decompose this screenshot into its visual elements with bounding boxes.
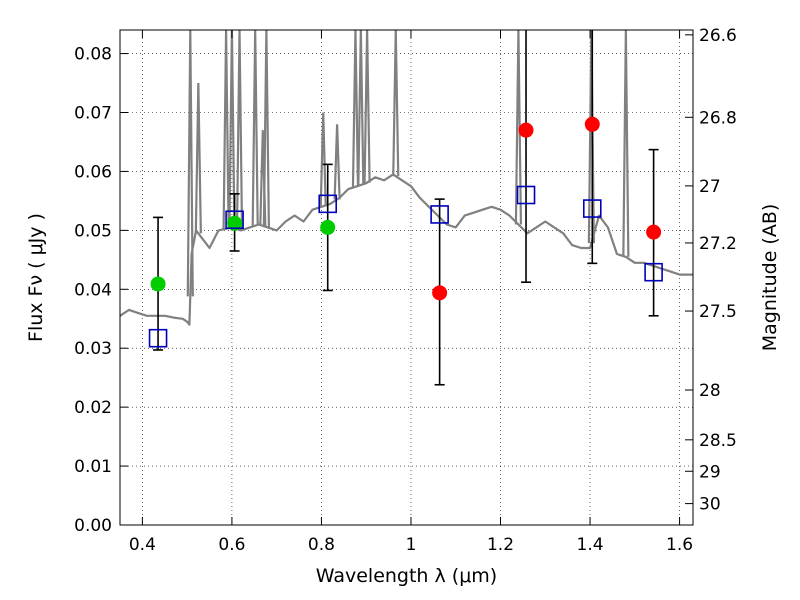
emission-line <box>186 29 194 297</box>
model-photometry-point <box>318 194 338 214</box>
model-photometry-point <box>430 205 449 224</box>
emission-line <box>222 29 230 229</box>
y-tick-label: 0.07 <box>74 104 112 124</box>
emission-line <box>357 29 365 185</box>
limit-point <box>584 116 600 132</box>
emission-line <box>194 83 202 234</box>
x-tick-label: 0.8 <box>308 535 335 555</box>
y-tick-label: 0.01 <box>74 457 112 477</box>
x-tick-label: 1.6 <box>666 535 693 555</box>
limit-point <box>432 285 448 301</box>
detection-point <box>227 215 243 231</box>
y-tick-label: 0.05 <box>74 221 112 241</box>
right-tick-label: 30 <box>699 495 721 515</box>
right-axis-label: Magnitude (AB) <box>759 204 781 352</box>
right-tick-label: 27 <box>699 177 721 197</box>
y-tick-label: 0.08 <box>74 45 112 65</box>
x-tick-label: 0.4 <box>129 535 156 555</box>
limit-point <box>518 122 534 138</box>
grid <box>120 30 693 526</box>
emission-line <box>392 29 400 177</box>
detection-point <box>150 276 166 292</box>
emission-line <box>363 29 371 183</box>
axis-ticks: 0.4 0.6 0.8 1 1.2 1.4 1.6 0.00 0.01 0.02 0.03 0.04 0… <box>74 26 737 555</box>
model-photometry-point <box>225 210 244 230</box>
y-tick-label: 0.00 <box>74 516 112 536</box>
model-photometry-point <box>644 262 663 282</box>
model-spectrum <box>119 29 693 326</box>
model-photometry-point <box>582 199 602 218</box>
right-tick-label: 26.6 <box>699 26 737 46</box>
emission-line <box>587 29 595 244</box>
right-tick-label: 27.2 <box>699 234 737 254</box>
data-markers <box>148 116 663 348</box>
spectrum-continuum <box>119 173 693 326</box>
emission-line <box>319 112 327 207</box>
emission-line <box>262 29 270 227</box>
y-axis-label: Flux Fν ( μJy ) <box>25 213 47 342</box>
plot-frame <box>119 29 694 526</box>
right-tick-label: 28.5 <box>699 431 737 451</box>
x-tick-label: 1.2 <box>487 535 514 555</box>
y-tick-label: 0.04 <box>74 280 112 300</box>
right-tick-label: 28 <box>699 381 721 401</box>
emission-line <box>351 29 360 187</box>
emission-line <box>251 29 259 226</box>
detection-point <box>320 219 336 235</box>
x-tick-label: 1.4 <box>577 535 604 555</box>
y-tick-label: 0.03 <box>74 339 112 359</box>
x-axis-label: Wavelength λ (μm) <box>316 565 497 587</box>
emission-line <box>333 124 341 200</box>
right-tick-label: 27.5 <box>699 302 737 322</box>
y-tick-label: 0.06 <box>74 162 112 182</box>
y-tick-label: 0.02 <box>74 398 112 418</box>
model-photometry-point <box>516 185 536 205</box>
model-photometry-point <box>148 328 168 348</box>
emission-line <box>228 29 236 228</box>
limit-point <box>646 224 662 240</box>
x-tick-label: 1 <box>406 535 417 555</box>
emission-line <box>622 29 630 257</box>
x-tick-label: 0.6 <box>218 535 245 555</box>
right-tick-label: 29 <box>699 462 721 482</box>
right-tick-label: 26.8 <box>699 108 737 128</box>
emission-line <box>235 29 244 230</box>
